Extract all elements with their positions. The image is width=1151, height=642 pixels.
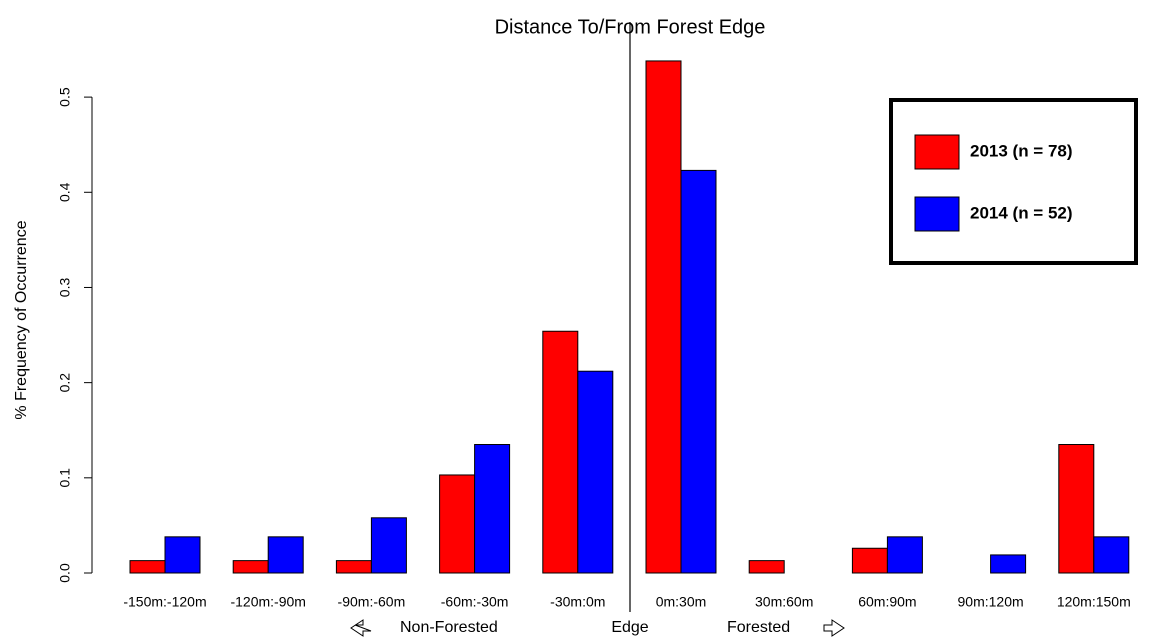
y-tick-label: 0.2 bbox=[57, 373, 73, 393]
legend-label: 2013 (n = 78) bbox=[970, 141, 1073, 160]
legend-swatch bbox=[914, 196, 960, 232]
bar bbox=[990, 554, 1027, 574]
x-tick-label: 60m:90m bbox=[858, 594, 916, 610]
y-tick-label: 0.0 bbox=[57, 563, 73, 583]
bar bbox=[1058, 444, 1095, 574]
bar bbox=[542, 330, 579, 574]
x-tick-label: -150m:-120m bbox=[123, 594, 206, 610]
bar bbox=[267, 536, 304, 574]
x-tick-label: 30m:60m bbox=[755, 594, 813, 610]
bar bbox=[335, 560, 372, 574]
annotation: Non-Forested bbox=[400, 619, 498, 636]
legend-swatch bbox=[914, 134, 960, 170]
bar bbox=[370, 517, 407, 574]
x-tick-label: 0m:30m bbox=[656, 594, 707, 610]
x-tick-label: -120m:-90m bbox=[230, 594, 305, 610]
x-tick-label: 120m:150m bbox=[1057, 594, 1131, 610]
bar bbox=[474, 444, 511, 574]
annotation: Forested bbox=[727, 619, 790, 636]
y-axis-title: % Frequency of Occurrence bbox=[13, 220, 30, 419]
x-tick-label: -90m:-60m bbox=[338, 594, 406, 610]
bar bbox=[129, 560, 166, 574]
right-arrow bbox=[823, 619, 845, 637]
legend-label: 2014 (n = 52) bbox=[970, 203, 1073, 222]
bar bbox=[748, 560, 785, 574]
y-tick-label: 0.1 bbox=[57, 468, 73, 488]
bar bbox=[577, 370, 614, 574]
y-tick-label: 0.4 bbox=[57, 182, 73, 202]
bar bbox=[645, 60, 682, 574]
x-tick-label: -30m:0m bbox=[550, 594, 605, 610]
x-tick-label: 90m:120m bbox=[958, 594, 1024, 610]
bar bbox=[1093, 536, 1130, 574]
annotation: Edge bbox=[611, 619, 648, 636]
bar bbox=[851, 547, 888, 574]
left-arrow bbox=[350, 619, 372, 637]
y-tick-label: 0.5 bbox=[57, 87, 73, 107]
legend-box bbox=[889, 98, 1138, 265]
bar bbox=[164, 536, 201, 574]
y-tick-label: 0.3 bbox=[57, 278, 73, 298]
bar bbox=[680, 169, 717, 574]
bar bbox=[886, 536, 923, 574]
x-tick-label: -60m:-30m bbox=[441, 594, 509, 610]
bar bbox=[232, 560, 269, 574]
bar bbox=[439, 474, 476, 574]
